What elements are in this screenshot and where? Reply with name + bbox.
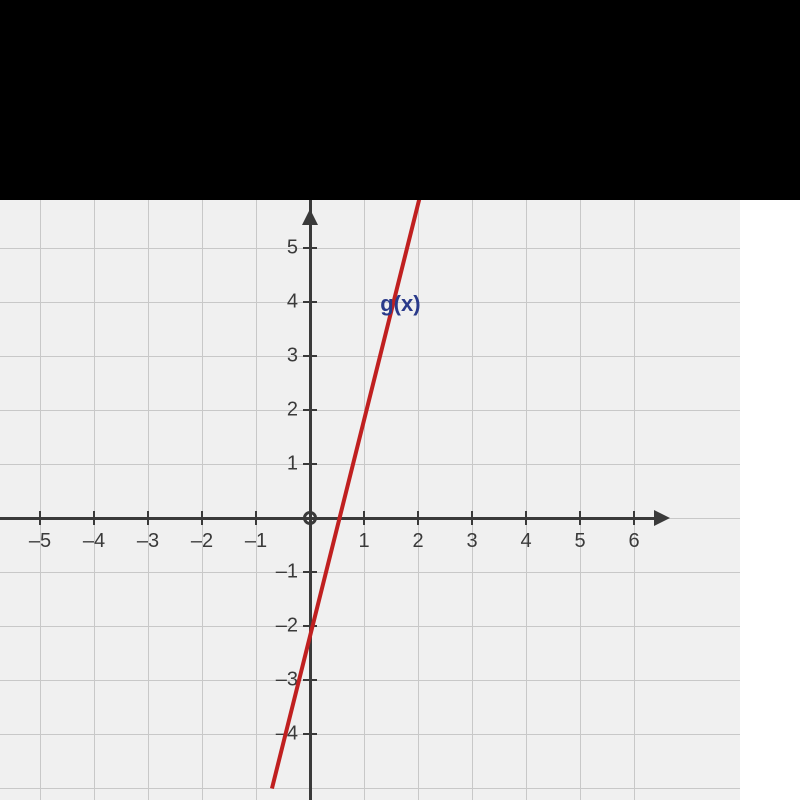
grid-line-vertical — [364, 200, 365, 800]
grid-line-horizontal — [0, 788, 740, 789]
grid-line-vertical — [202, 200, 203, 800]
x-tick-label: –4 — [83, 530, 105, 553]
x-tick — [417, 511, 419, 525]
grid-line-vertical — [580, 200, 581, 800]
x-tick-label: 3 — [466, 530, 477, 553]
x-tick — [471, 511, 473, 525]
chart-container: –5–4–3–2–1123456–4–3–2–112345g(x) — [0, 200, 740, 800]
grid-line-horizontal — [0, 356, 740, 357]
x-axis — [0, 517, 664, 520]
grid-line-vertical — [634, 200, 635, 800]
x-axis-arrow — [654, 510, 670, 526]
grid-line-vertical — [40, 200, 41, 800]
x-tick — [633, 511, 635, 525]
x-tick — [525, 511, 527, 525]
grid-line-vertical — [94, 200, 95, 800]
x-tick-label: –3 — [137, 530, 159, 553]
function-label: g(x) — [380, 291, 420, 317]
y-tick-label: 3 — [287, 345, 298, 368]
x-tick — [579, 511, 581, 525]
x-tick — [255, 511, 257, 525]
x-tick-label: –1 — [245, 530, 267, 553]
y-tick — [303, 679, 317, 681]
function-line — [270, 200, 422, 789]
x-tick — [363, 511, 365, 525]
grid-line-horizontal — [0, 626, 740, 627]
grid-line-horizontal — [0, 410, 740, 411]
grid-line-horizontal — [0, 572, 740, 573]
y-tick — [303, 247, 317, 249]
grid-line-vertical — [418, 200, 419, 800]
x-tick-label: 5 — [574, 530, 585, 553]
y-axis — [309, 200, 312, 800]
grid-line-horizontal — [0, 464, 740, 465]
x-tick-label: 1 — [358, 530, 369, 553]
x-tick-label: –2 — [191, 530, 213, 553]
grid-line-vertical — [472, 200, 473, 800]
y-tick-label: 1 — [287, 453, 298, 476]
x-tick — [39, 511, 41, 525]
y-tick — [303, 463, 317, 465]
y-axis-arrow — [302, 209, 318, 225]
y-tick-label: –2 — [276, 615, 298, 638]
grid-line-horizontal — [0, 302, 740, 303]
grid-line-vertical — [256, 200, 257, 800]
chart-area: –5–4–3–2–1123456–4–3–2–112345g(x) — [0, 200, 740, 800]
y-tick-label: 5 — [287, 237, 298, 260]
y-tick-label: –1 — [276, 561, 298, 584]
y-tick — [303, 571, 317, 573]
y-tick — [303, 409, 317, 411]
grid-line-vertical — [526, 200, 527, 800]
y-tick — [303, 733, 317, 735]
y-tick-label: 2 — [287, 399, 298, 422]
y-tick-label: 4 — [287, 291, 298, 314]
y-tick — [303, 355, 317, 357]
x-tick-label: 2 — [412, 530, 423, 553]
grid-line-horizontal — [0, 248, 740, 249]
blank-region — [740, 200, 800, 800]
x-tick-label: 4 — [520, 530, 531, 553]
x-tick — [201, 511, 203, 525]
x-tick — [147, 511, 149, 525]
x-tick-label: –5 — [29, 530, 51, 553]
origin-marker — [303, 511, 317, 525]
x-tick-label: 6 — [628, 530, 639, 553]
grid-line-vertical — [148, 200, 149, 800]
grid-line-horizontal — [0, 734, 740, 735]
y-tick — [303, 301, 317, 303]
x-tick — [93, 511, 95, 525]
grid-line-horizontal — [0, 680, 740, 681]
